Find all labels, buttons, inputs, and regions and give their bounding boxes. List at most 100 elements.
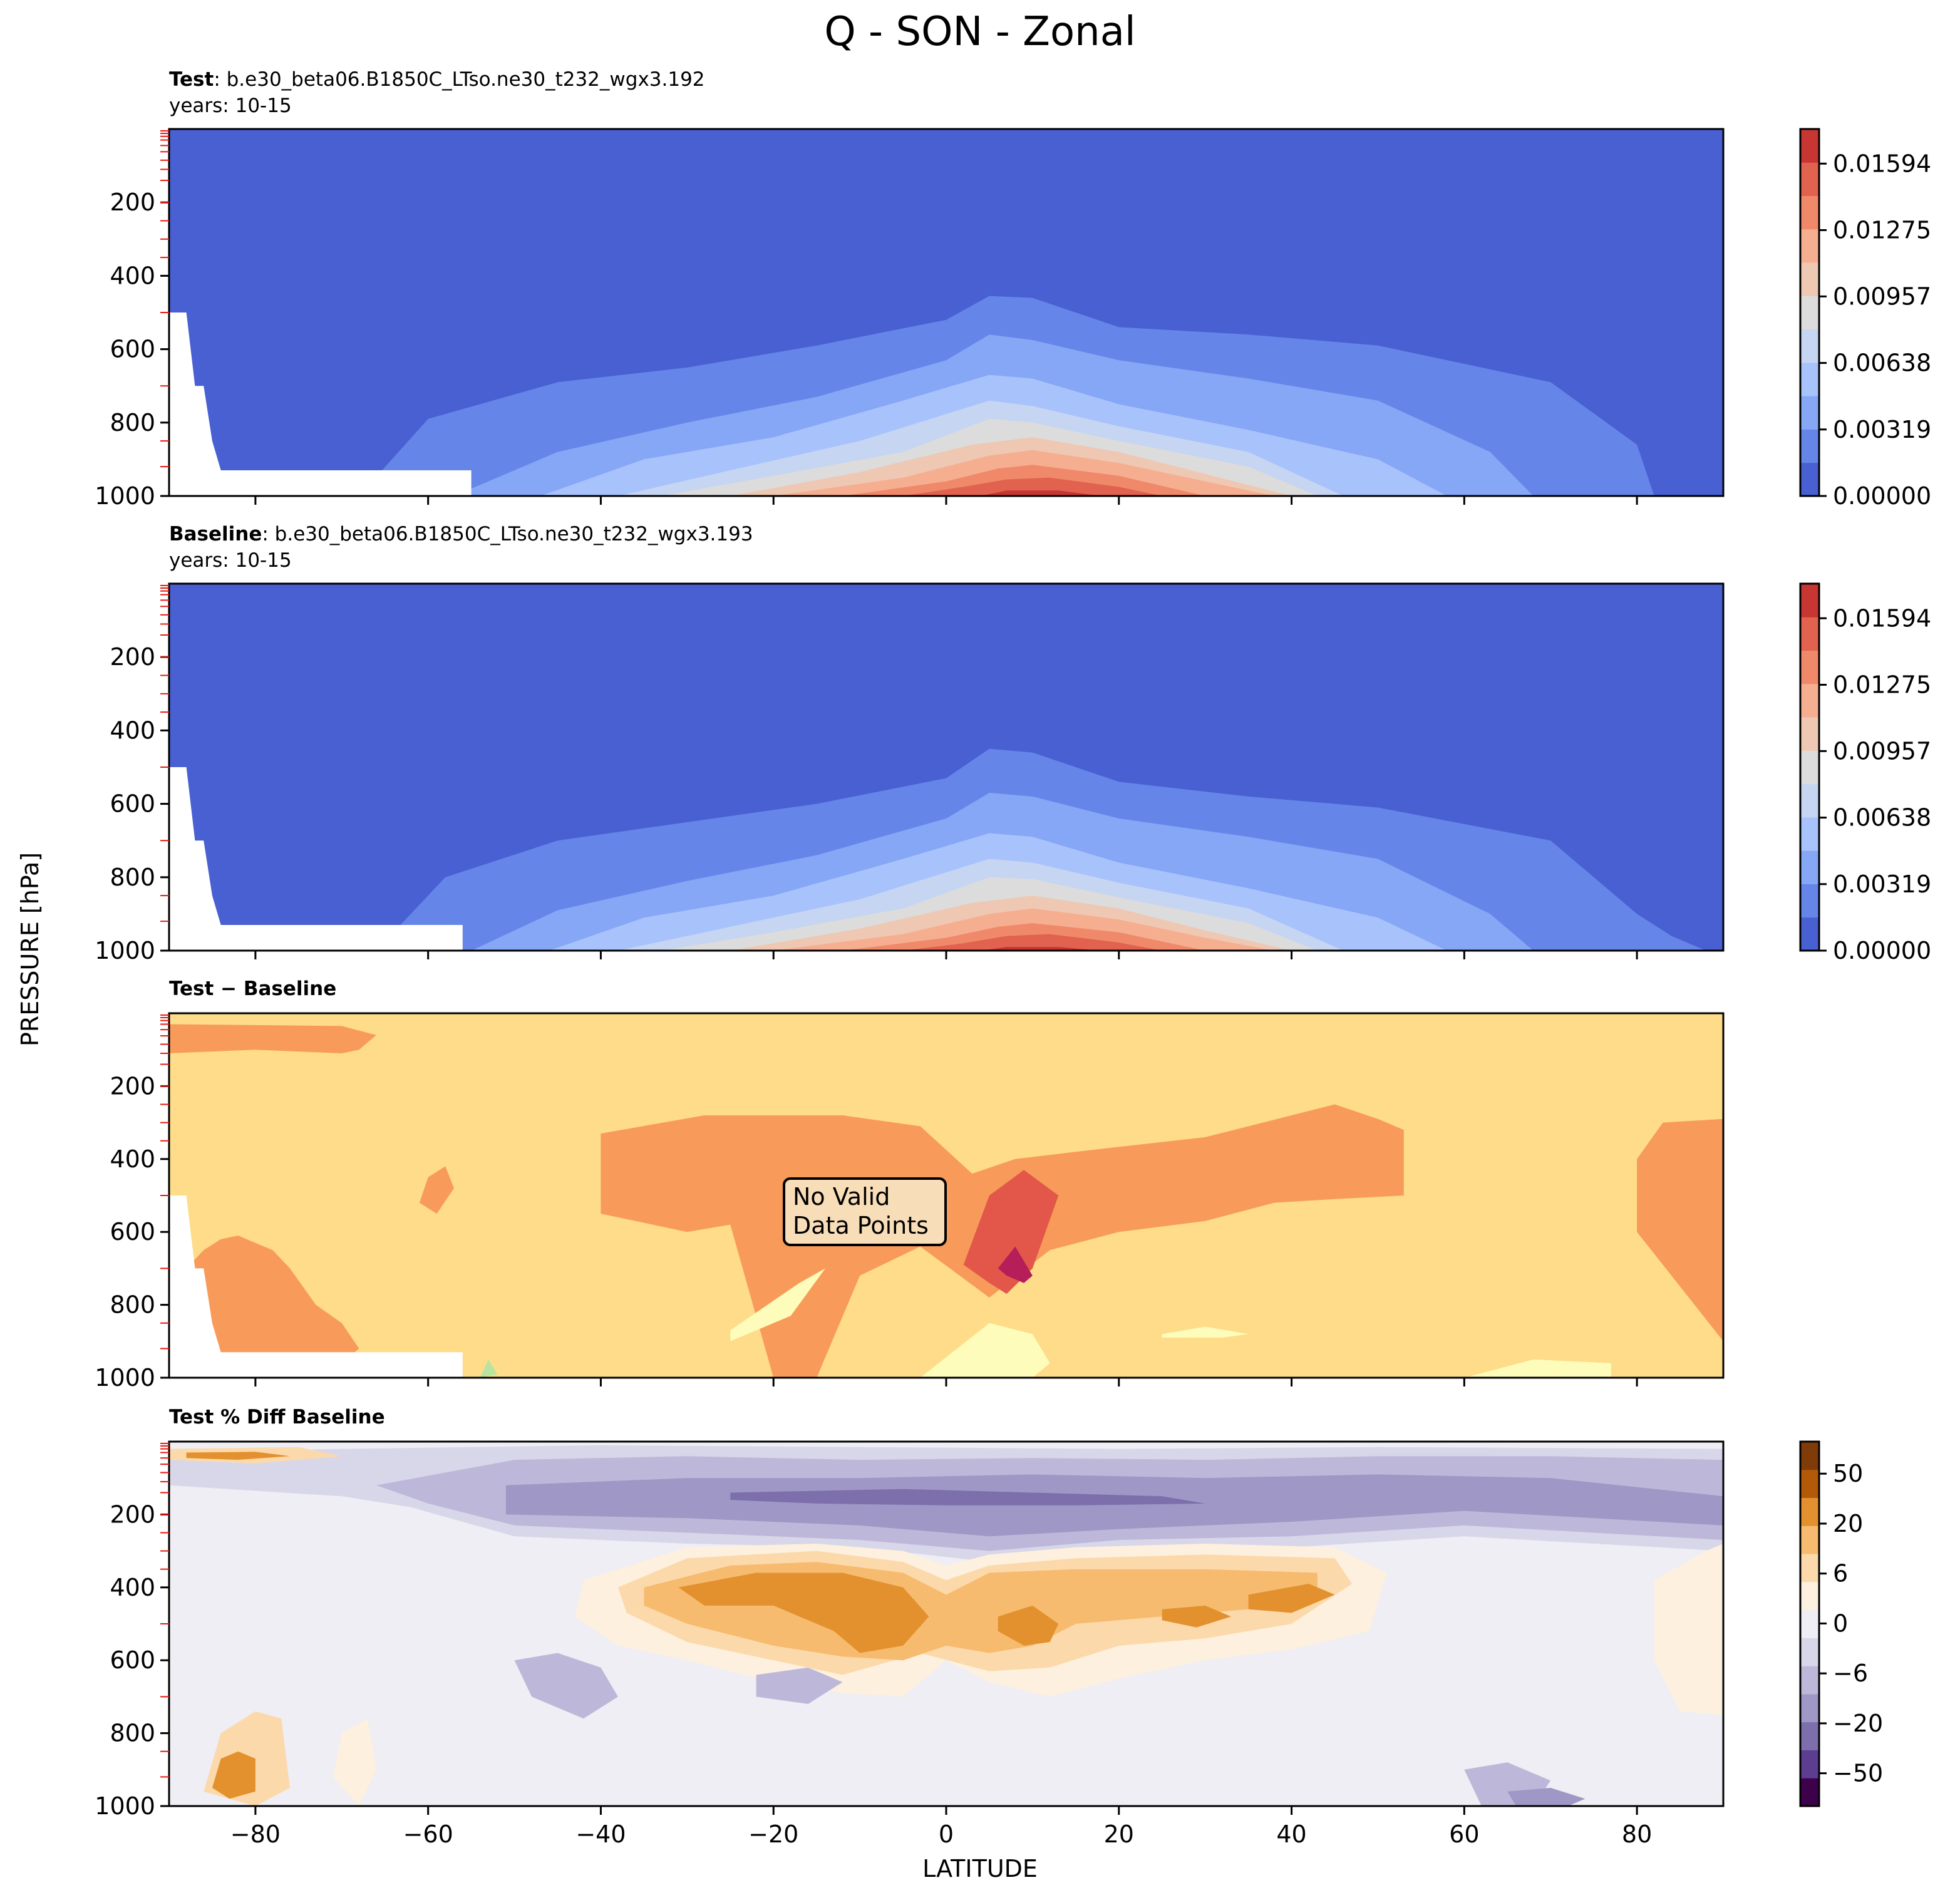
colorbar-tick-label: 0.00957 [1833, 737, 1931, 765]
panel-2-case: : b.e30_beta06.B1850C_LTso.ne30_t232_wgx… [262, 523, 753, 545]
colorbar-tick-label: 0.00000 [1833, 482, 1931, 510]
colorbar-segment [1800, 129, 1819, 163]
x-tick-label-40: 40 [1276, 1820, 1306, 1848]
colorbar-segment [1800, 362, 1819, 396]
colorbar-tick-label: 0.01594 [1833, 604, 1931, 632]
colorbar-segment [1800, 229, 1819, 263]
colorbar-tick-label: 20 [1833, 1510, 1863, 1537]
colorbar-segment [1800, 683, 1819, 718]
diff-region [419, 1166, 454, 1214]
y-tick-label-400: 400 [110, 1145, 155, 1173]
y-tick-label-800: 800 [110, 864, 155, 891]
colorbar-segment [1800, 884, 1819, 918]
colorbar-tick-label: 0.00319 [1833, 416, 1931, 443]
colorbar-tick-label: 0.01594 [1833, 150, 1931, 177]
colorbar-segment [1800, 1609, 1819, 1638]
colorbar-segment [1800, 1722, 1819, 1750]
x-tick-label-80: 80 [1622, 1820, 1652, 1848]
x-axis-label: LATITUDE [922, 1855, 1038, 1882]
colorbar-segment [1800, 1581, 1819, 1611]
diff-region [1162, 1326, 1249, 1338]
panel-2-title: Baseline: b.e30_beta06.B1850C_LTso.ne30_… [169, 521, 753, 547]
colorbar-segment [1800, 584, 1819, 617]
colorbar-segment [1800, 783, 1819, 818]
panel-1-years: years: 10-15 [169, 95, 292, 117]
y-tick-label-200: 200 [110, 1500, 155, 1528]
colorbar-tick-label: 0.00638 [1833, 804, 1931, 832]
pctdiff-region [678, 1572, 929, 1653]
y-tick-label-800: 800 [110, 409, 155, 436]
colorbar-tick-label: 0.01275 [1833, 216, 1931, 244]
x-tick-label--20: −20 [748, 1820, 798, 1848]
pctdiff-region [1507, 1787, 1586, 1806]
figure-title: Q - SON - Zonal [824, 9, 1136, 55]
x-tick-label--60: −60 [403, 1820, 453, 1848]
y-tick-label-400: 400 [110, 716, 155, 744]
pctdiff-region [186, 1452, 290, 1460]
diff-region [998, 1246, 1033, 1283]
panel-2-field [169, 584, 1723, 951]
x-tick-label-60: 60 [1449, 1820, 1479, 1848]
y-tick-label-1000: 1000 [95, 482, 155, 510]
colorbar-segment [1800, 1526, 1819, 1554]
panel-1-case: : b.e30_beta06.B1850C_LTso.ne30_t232_wgx… [214, 68, 705, 91]
colorbar-segment [1800, 1778, 1819, 1807]
panel-1-field [169, 129, 1723, 496]
pctdiff-region [514, 1653, 618, 1719]
colorbar-tick-label: −6 [1833, 1660, 1868, 1687]
pctdiff-region [333, 1718, 376, 1806]
y-tick-label-600: 600 [110, 336, 155, 363]
x-tick-label-20: 20 [1104, 1820, 1134, 1848]
y-tick-label-200: 200 [110, 643, 155, 671]
diff-region [169, 1024, 376, 1053]
y-tick-label-800: 800 [110, 1720, 155, 1747]
y-tick-label-200: 200 [110, 1072, 155, 1100]
colorbar-tick-label: 50 [1833, 1460, 1863, 1487]
colorbar-tick-label: 0.00000 [1833, 937, 1931, 964]
colorbar-segment [1800, 1693, 1819, 1723]
panel-2-label: Baseline [169, 523, 262, 545]
colorbar-tick-label: −50 [1833, 1760, 1883, 1787]
panel-3-title: Test − Baseline [169, 976, 336, 1002]
pctdiff-region [505, 1474, 1723, 1537]
panel-1-label: Test [169, 68, 214, 91]
colorbar-1-frame [1799, 128, 1820, 497]
diff-region [963, 1170, 1059, 1294]
colorbar-segment [1800, 650, 1819, 684]
colorbar-segment [1800, 817, 1819, 851]
colorbar-segment [1800, 1554, 1819, 1582]
pctdiff-region [1162, 1605, 1231, 1628]
panel-4-label: Test % Diff Baseline [169, 1406, 385, 1428]
colorbar-segment [1800, 750, 1819, 785]
colorbar-segment [1800, 462, 1819, 497]
diff-region [186, 1236, 359, 1378]
y-tick-label-400: 400 [110, 1574, 155, 1601]
pctdiff-region [730, 1489, 1205, 1505]
colorbar-tick-label: 0.00638 [1833, 349, 1931, 377]
y-tick-label-600: 600 [110, 790, 155, 818]
panel-3-label: Test − Baseline [169, 978, 337, 1000]
diff-region [480, 1359, 497, 1378]
pctdiff-region [1248, 1584, 1335, 1613]
colorbar-segment [1800, 429, 1819, 463]
y-tick-label-1000: 1000 [95, 1364, 155, 1391]
pctdiff-region [998, 1605, 1059, 1646]
colorbar-segment [1800, 1638, 1819, 1666]
y-tick-label-600: 600 [110, 1218, 155, 1246]
colorbar-segment [1800, 1750, 1819, 1779]
panel-2-years: years: 10-15 [169, 549, 292, 572]
colorbar-segment [1800, 162, 1819, 197]
diff-region [920, 1323, 1050, 1378]
panel-3-field [169, 1013, 1723, 1378]
colorbar-tick-label: 0 [1833, 1609, 1848, 1637]
colorbar-segment [1800, 917, 1819, 951]
colorbar-segment [1800, 1469, 1819, 1499]
panel-4-field [169, 1442, 1724, 1806]
colorbar-segment [1800, 396, 1819, 430]
pctdiff-region [756, 1667, 843, 1704]
colorbar-segment [1800, 262, 1819, 296]
missing-data-mask-1 [169, 312, 472, 496]
colorbar-2-frame [1799, 582, 1820, 952]
contour-level-9 [903, 477, 1162, 496]
y-axis-label: PRESSURE [hPa] [16, 852, 44, 1047]
